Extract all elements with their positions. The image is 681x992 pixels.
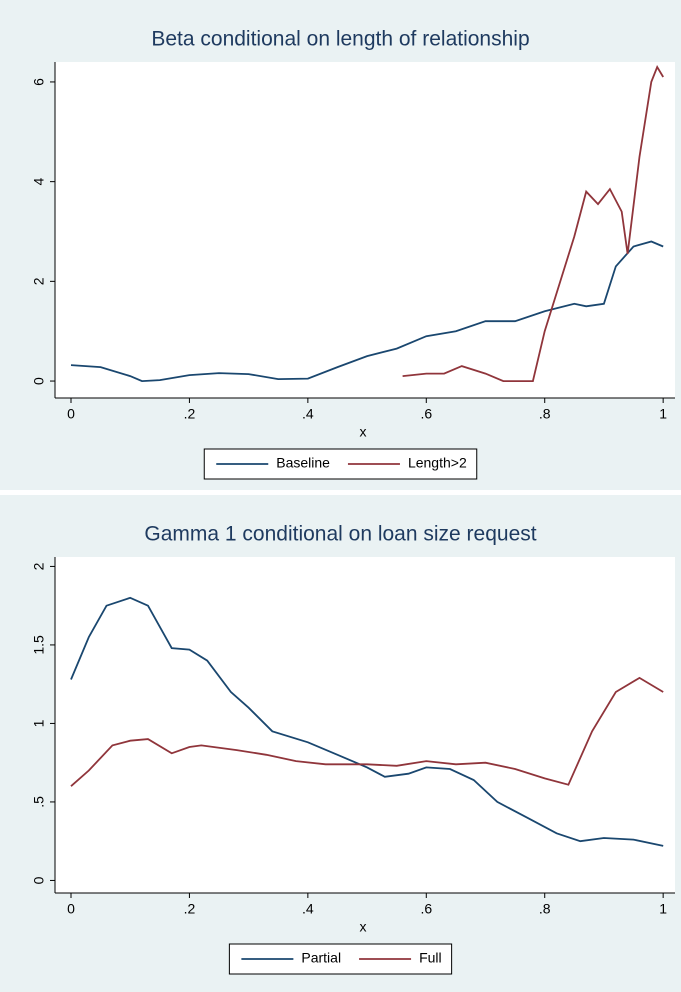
line-series	[402, 64, 664, 382]
x-axis-title: x	[360, 919, 367, 935]
x-tick-label: .2	[184, 406, 196, 422]
y-tick-label: 2	[31, 562, 47, 570]
y-tick-label: 2	[31, 277, 47, 285]
plot-area	[55, 557, 675, 893]
x-tick-label: .8	[539, 406, 551, 422]
plot-area	[55, 62, 675, 398]
x-tick-label: 0	[67, 406, 75, 422]
y-tick-label: 4	[31, 178, 47, 186]
legend-label: Partial	[301, 950, 341, 966]
legend-label: Baseline	[276, 455, 330, 471]
x-tick-label: .2	[184, 901, 196, 917]
x-axis-title: x	[360, 424, 367, 440]
chart-title: Beta conditional on length of relationsh…	[151, 28, 529, 51]
x-tick-label: .6	[420, 406, 432, 422]
x-tick-label: 1	[659, 901, 667, 917]
chart: Beta conditional on length of relationsh…	[0, 0, 681, 490]
y-tick-label: 1	[31, 719, 47, 727]
x-tick-label: .8	[539, 901, 551, 917]
x-tick-label: 0	[67, 901, 75, 917]
y-tick-label: 6	[31, 78, 47, 86]
line-series	[70, 676, 664, 787]
x-tick-label: 1	[659, 406, 667, 422]
chart: Gamma 1 conditional on loan size request…	[0, 495, 681, 992]
y-tick-label: 1.5	[31, 635, 47, 655]
y-tick-label: 0	[31, 876, 47, 884]
y-tick-label: 0	[31, 377, 47, 385]
legend-label: Length>2	[408, 455, 467, 471]
legend-label: Full	[419, 950, 442, 966]
x-tick-label: .4	[302, 901, 314, 917]
chart-title: Gamma 1 conditional on loan size request	[144, 523, 536, 546]
line-series	[70, 596, 664, 847]
y-tick-label: .5	[31, 796, 47, 808]
line-series	[70, 240, 664, 383]
x-tick-label: .6	[420, 901, 432, 917]
x-tick-label: .4	[302, 406, 314, 422]
